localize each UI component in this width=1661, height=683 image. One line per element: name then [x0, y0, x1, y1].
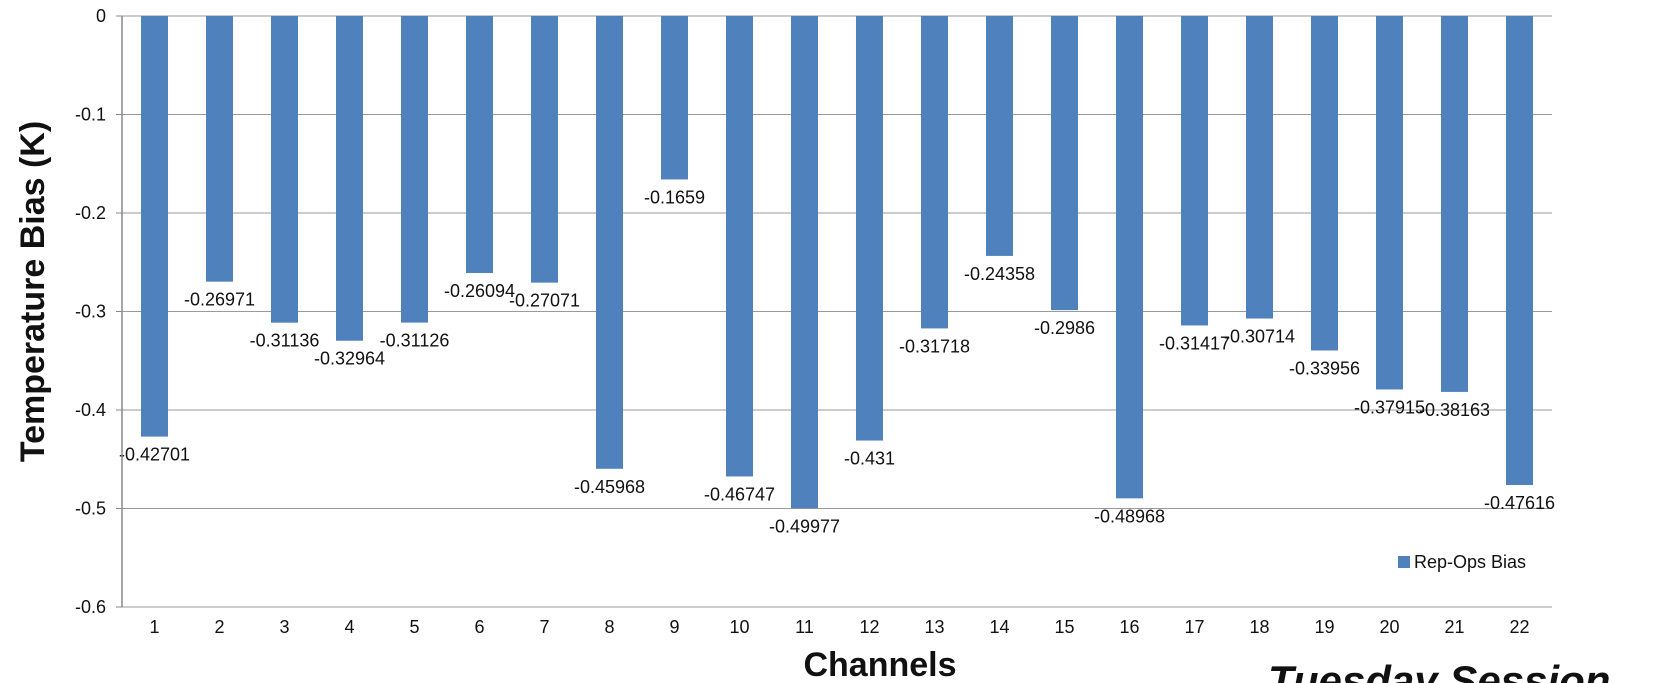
bar	[661, 16, 688, 180]
bar	[466, 16, 493, 274]
data-label: -0.24358	[964, 264, 1035, 284]
bar	[1441, 16, 1468, 392]
data-label: -0.31417	[1159, 333, 1230, 353]
data-label: -0.26094	[444, 281, 515, 301]
x-tick-label: 1	[149, 617, 159, 637]
data-label: -0.47616	[1484, 493, 1555, 513]
bar	[336, 16, 363, 341]
bar	[726, 16, 753, 477]
data-label: -0.33956	[1289, 358, 1360, 378]
x-tick-label: 6	[474, 617, 484, 637]
bar	[1506, 16, 1533, 486]
x-tick-label: 16	[1119, 617, 1139, 637]
x-tick-label: 7	[539, 617, 549, 637]
y-tick-label: -0.6	[75, 597, 106, 617]
data-label: -0.431	[844, 449, 895, 469]
x-tick-label: 4	[344, 617, 354, 637]
x-tick-label: 13	[924, 617, 944, 637]
bar	[401, 16, 428, 323]
x-tick-label: 5	[409, 617, 419, 637]
data-label: -0.42701	[119, 445, 190, 465]
bars	[141, 16, 1533, 509]
legend: Rep-Ops Bias	[1398, 552, 1526, 572]
data-label: -0.38163	[1419, 400, 1490, 420]
data-label: -0.2986	[1034, 318, 1095, 338]
x-tick-label: 8	[604, 617, 614, 637]
y-tick-label: -0.2	[75, 203, 106, 223]
y-axis-label: Temperature Bias (K)	[14, 121, 52, 462]
bar	[921, 16, 948, 329]
x-tick-label: 11	[795, 617, 814, 637]
x-tick-label: 3	[279, 617, 289, 637]
bar	[531, 16, 558, 283]
x-tick-label: 20	[1379, 617, 1399, 637]
bar	[1051, 16, 1078, 311]
bar	[596, 16, 623, 469]
x-tick-labels: 1 2 3 4 5 6 7 8 9 10 11 12 13 14 15 16 17 18 19 20 21 22	[149, 617, 1529, 637]
data-label: -0.49977	[769, 516, 840, 536]
bar	[1311, 16, 1338, 351]
x-tick-label: 21	[1444, 617, 1464, 637]
data-label: -0.32964	[314, 349, 385, 369]
data-label: -0.31136	[250, 331, 320, 351]
bar	[1246, 16, 1273, 319]
x-tick-label: 10	[729, 617, 749, 637]
x-tick-label: 12	[859, 617, 879, 637]
x-tick-label: 19	[1314, 617, 1334, 637]
data-label: -0.37915	[1354, 397, 1425, 417]
session-annotation: Tuesday Session	[1268, 657, 1610, 683]
y-tick-labels: 0 -0.1 -0.2 -0.3 -0.4 -0.5 -0.6	[75, 6, 106, 617]
legend-label: Rep-Ops Bias	[1414, 552, 1526, 572]
x-tick-label: 14	[989, 617, 1009, 637]
y-tick-label: -0.3	[75, 302, 106, 322]
data-label: -0.45968	[574, 477, 645, 497]
data-label: -0.31718	[899, 336, 970, 356]
bar	[206, 16, 233, 282]
x-tick-label: 17	[1184, 617, 1204, 637]
bar	[1376, 16, 1403, 390]
data-labels: -0.42701 -0.26971 -0.31136-0.32964-0.31126…	[119, 187, 1555, 536]
x-tick-label: 9	[669, 617, 679, 637]
data-label: -0.46747	[704, 484, 775, 504]
legend-swatch	[1398, 556, 1410, 568]
y-tick-label: 0	[96, 6, 106, 26]
data-label: -0.31126	[380, 331, 450, 351]
bar	[791, 16, 818, 509]
y-tick-label: -0.1	[75, 105, 106, 125]
bar	[1181, 16, 1208, 326]
x-tick-label: 18	[1249, 617, 1269, 637]
data-label: -0.1659	[644, 187, 705, 207]
data-label: -0.26971	[184, 290, 255, 310]
x-tick-label: 15	[1054, 617, 1074, 637]
x-axis-label: Channels	[803, 646, 956, 683]
data-label: -0.30714	[1224, 327, 1295, 347]
bar	[1116, 16, 1143, 499]
bar	[271, 16, 298, 323]
x-tick-label: 22	[1509, 617, 1529, 637]
y-tick-label: -0.4	[75, 400, 106, 420]
y-tick-label: -0.5	[75, 499, 106, 519]
x-tick-label: 2	[214, 617, 224, 637]
bar	[856, 16, 883, 441]
data-label: -0.27071	[509, 291, 580, 311]
data-label: -0.48968	[1094, 506, 1165, 526]
bar	[986, 16, 1013, 256]
bar	[141, 16, 168, 437]
